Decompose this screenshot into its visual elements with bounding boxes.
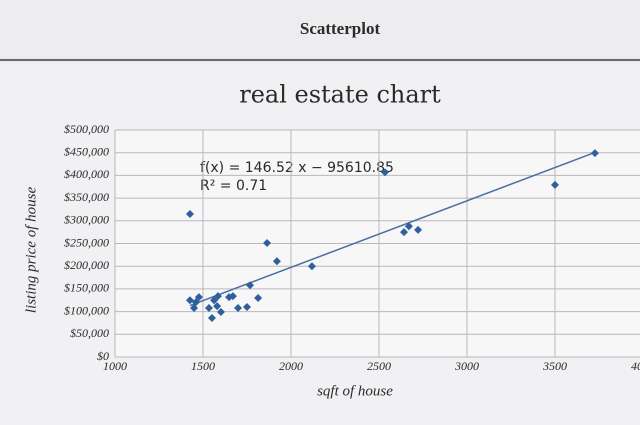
scatter-point bbox=[234, 303, 243, 312]
y-tick-label: $50,000 bbox=[70, 326, 109, 340]
scatter-point bbox=[185, 209, 194, 218]
x-tick-label: 2500 bbox=[367, 359, 391, 373]
scatter-point bbox=[194, 293, 203, 302]
scatter-point bbox=[551, 180, 559, 189]
y-tick-label: $250,000 bbox=[64, 235, 109, 249]
trendline bbox=[189, 151, 596, 307]
scatter-point bbox=[404, 222, 413, 231]
y-tick-label: $350,000 bbox=[64, 190, 109, 204]
scatter-point bbox=[307, 262, 316, 271]
y-tick-label: $500,000 bbox=[64, 122, 109, 136]
x-tick-label: 2000 bbox=[279, 359, 303, 373]
scatter-point bbox=[245, 281, 254, 290]
scatter-point bbox=[414, 225, 423, 234]
y-tick-label: $0 bbox=[97, 349, 109, 363]
y-tick-label: $300,000 bbox=[64, 213, 109, 227]
scatter-point bbox=[380, 168, 389, 177]
y-tick-label: $450,000 bbox=[64, 144, 109, 158]
x-tick-label: 1500 bbox=[191, 359, 215, 373]
y-tick-label: $200,000 bbox=[64, 258, 109, 272]
scatter-point bbox=[216, 308, 225, 317]
y-tick-label: $100,000 bbox=[64, 303, 109, 317]
scatter-point bbox=[263, 239, 272, 248]
window-header bbox=[0, 0, 640, 58]
scatter-point bbox=[207, 313, 216, 322]
scatter-point bbox=[210, 296, 219, 305]
trend-equation: f(x) = 146.52 x − 95610.85 bbox=[200, 160, 394, 176]
scatter-point bbox=[213, 302, 222, 311]
scatter-point bbox=[204, 303, 213, 312]
y-tick-label: $400,000 bbox=[64, 167, 109, 181]
chart-title: real estate chart bbox=[239, 81, 441, 109]
scatter-point bbox=[590, 149, 599, 158]
scatter-point bbox=[272, 257, 281, 266]
x-tick-label: 1000 bbox=[103, 359, 127, 373]
x-tick-label: 3000 bbox=[454, 359, 479, 373]
y-tick-label: $150,000 bbox=[64, 281, 109, 295]
scatter-point bbox=[243, 303, 251, 312]
window-title: Scatterplot bbox=[300, 19, 381, 38]
scatter-point bbox=[225, 293, 234, 302]
y-axis-label: listing price of house bbox=[23, 187, 39, 314]
x-tick-label: 4000 bbox=[631, 359, 640, 373]
scatter-point bbox=[254, 293, 263, 302]
x-tick-label: 3500 bbox=[542, 359, 567, 373]
scatter-point bbox=[399, 228, 408, 237]
r-squared: R² = 0.71 bbox=[200, 178, 267, 194]
x-axis-label: sqft of house bbox=[317, 383, 393, 399]
scatter-point bbox=[185, 296, 194, 305]
